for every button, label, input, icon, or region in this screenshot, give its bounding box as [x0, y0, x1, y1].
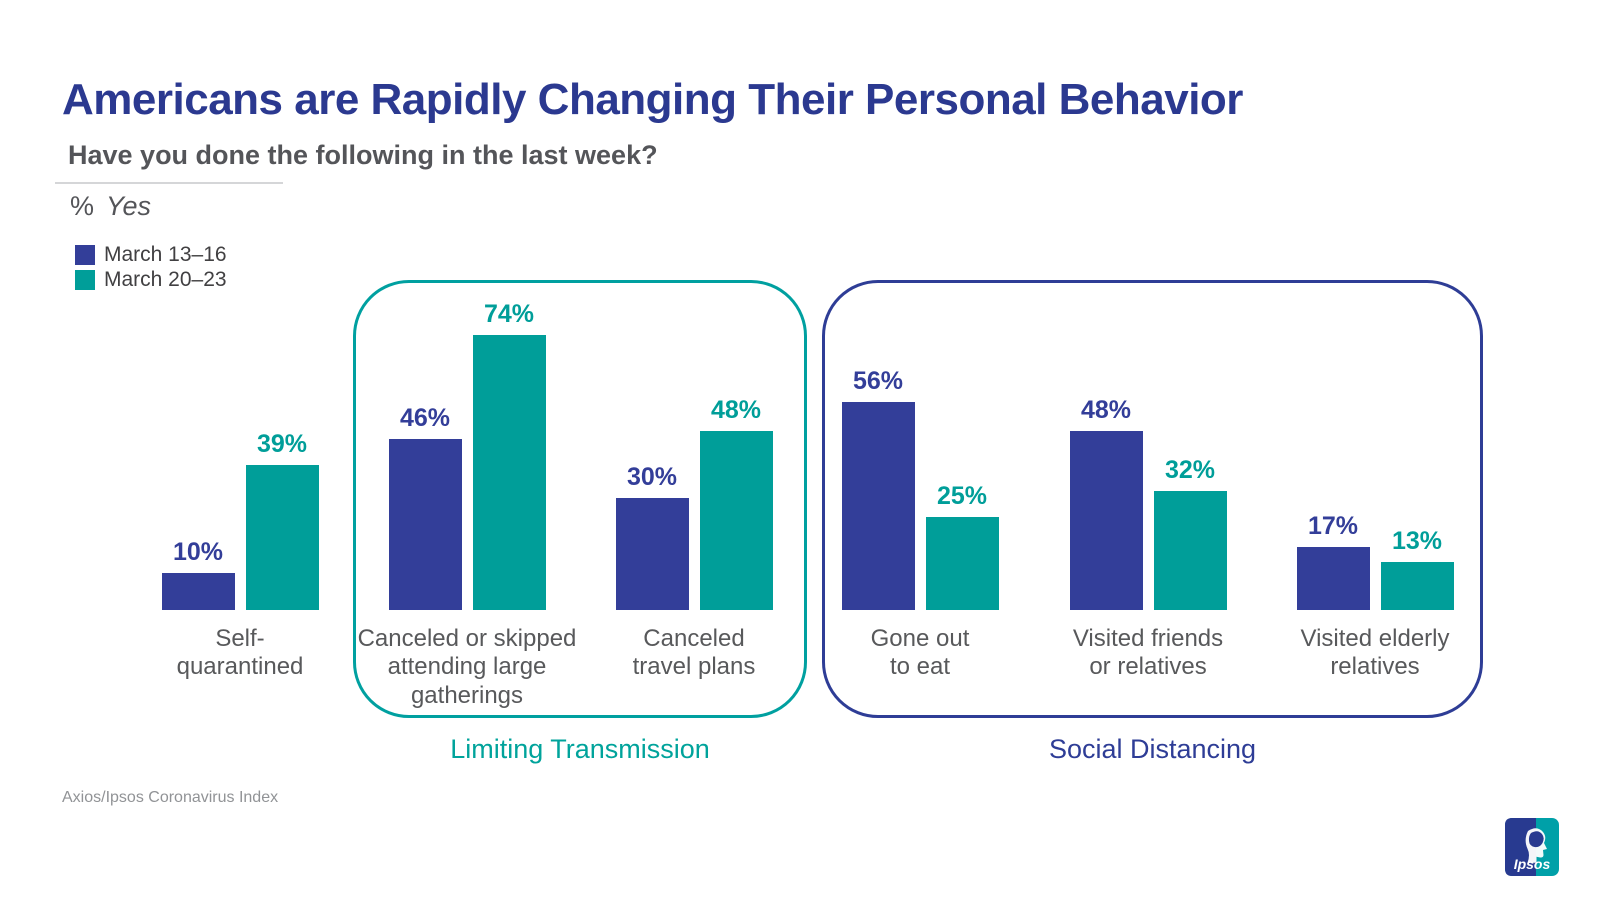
bar-column: 13%	[1380, 527, 1454, 610]
bar	[472, 335, 546, 610]
category-label: Visited elderly relatives	[1300, 625, 1450, 681]
unit-label: % Yes	[70, 191, 151, 222]
value-label: 30%	[626, 463, 678, 491]
bar	[699, 431, 773, 610]
value-label: 10%	[172, 538, 224, 566]
value-label: 25%	[936, 482, 988, 510]
chart-question: Have you done the following in the last …	[68, 140, 658, 170]
bar-column: 48%	[1069, 396, 1143, 610]
bar-pair: 48% 32%	[988, 270, 1308, 610]
bar-group: 30% 48% Canceled travel plans	[534, 270, 854, 682]
bar-column: 30%	[615, 463, 689, 610]
bar	[1296, 547, 1370, 610]
question-underline	[55, 182, 283, 184]
bar-pair: 30% 48%	[534, 270, 854, 610]
bar	[925, 517, 999, 610]
legend-swatch-teal	[75, 269, 95, 290]
unit-word: Yes	[106, 191, 152, 221]
value-label: 48%	[1080, 396, 1132, 424]
bar	[841, 402, 915, 610]
group-label: Social Distancing	[1048, 734, 1257, 764]
bar-column: 25%	[925, 482, 999, 610]
legend-item-march-13-16: March 13–16	[75, 242, 227, 267]
category-label: Canceled or skipped attending large gath…	[357, 625, 577, 709]
ipsos-logo: Ipsos	[1505, 818, 1559, 876]
value-label: 46%	[399, 404, 451, 432]
bar-column: 74%	[472, 300, 546, 610]
bar-column: 17%	[1296, 512, 1370, 610]
value-label: 17%	[1307, 512, 1359, 540]
value-label: 48%	[710, 396, 762, 424]
category-label: Visited friends or relatives	[1072, 625, 1224, 681]
bar	[1380, 562, 1454, 610]
bar-pair: 56% 25%	[760, 270, 1080, 610]
source-note: Axios/Ipsos Coronavirus Index	[62, 789, 279, 806]
group-box-social-distancing	[822, 280, 1483, 718]
category-label: Self- quarantined	[176, 625, 304, 681]
bar-group: 56% 25% Gone out to eat	[760, 270, 1080, 682]
bar-column: 48%	[699, 396, 773, 610]
bar	[245, 465, 319, 610]
bar-group: 46% 74% Canceled or skipped attending larg…	[307, 270, 627, 710]
bar	[1069, 431, 1143, 610]
group-box-limiting-transmission	[353, 280, 807, 718]
value-label: 13%	[1391, 527, 1443, 555]
category-label: Gone out to eat	[870, 625, 970, 681]
bar-column: 46%	[388, 404, 462, 610]
bar	[161, 573, 235, 610]
page-title: Americans are Rapidly Changing Their Per…	[62, 75, 1243, 125]
bar-column: 39%	[245, 430, 319, 610]
legend-label: March 13–16	[104, 242, 227, 266]
bar-group: 48% 32% Visited friends or relatives	[988, 270, 1308, 682]
ipsos-logo-text: Ipsos	[1514, 856, 1551, 872]
legend-label: March 20–23	[104, 267, 227, 291]
legend-swatch-blue	[75, 244, 95, 265]
bar-pair: 17% 13%	[1215, 270, 1535, 610]
value-label: 56%	[852, 367, 904, 395]
bar-pair: 46% 74%	[307, 270, 627, 610]
bar-group: 10% 39% Self- quarantined	[80, 270, 400, 682]
legend-item-march-20-23: March 20–23	[75, 267, 227, 292]
value-label: 39%	[256, 430, 308, 458]
bar	[388, 439, 462, 610]
category-label: Canceled travel plans	[632, 625, 756, 681]
bar	[1153, 491, 1227, 610]
group-label: Limiting Transmission	[450, 734, 710, 764]
bar-column: 10%	[161, 538, 235, 610]
value-label: 74%	[483, 300, 535, 328]
value-label: 32%	[1164, 456, 1216, 484]
unit-prefix: %	[70, 191, 95, 221]
bar	[615, 498, 689, 610]
bar-column: 56%	[841, 367, 915, 610]
bar-pair: 10% 39%	[80, 270, 400, 610]
bar-column: 32%	[1153, 456, 1227, 610]
legend: March 13–16 March 20–23	[75, 242, 227, 292]
bar-group: 17% 13% Visited elderly relatives	[1215, 270, 1535, 682]
